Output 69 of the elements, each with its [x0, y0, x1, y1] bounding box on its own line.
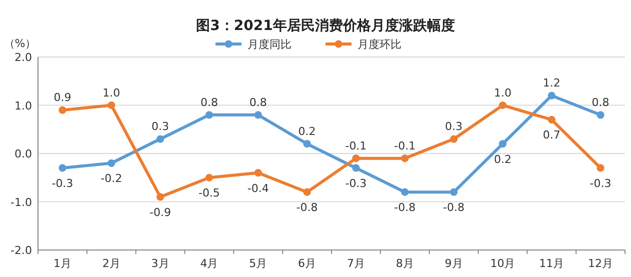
point: [205, 111, 214, 119]
data-label: -0.2: [100, 172, 122, 186]
x-tick-label: 7月: [346, 257, 365, 270]
x-tick-label: 11月: [539, 257, 564, 270]
data-label: 0.2: [494, 152, 512, 166]
point: [156, 193, 164, 201]
point: [303, 188, 311, 196]
data-label: -0.3: [590, 176, 612, 190]
point: [596, 164, 604, 172]
x-tick-label: 3月: [151, 257, 170, 270]
data-label: -0.4: [247, 182, 269, 195]
x-tick-label: 12月: [588, 257, 614, 270]
data-label: -0.1: [345, 139, 367, 152]
chart-title: 图3：2021年居民消费价格月度涨跌幅度: [196, 17, 455, 34]
data-label: 0.2: [298, 124, 316, 138]
point: [254, 111, 262, 119]
point: [401, 188, 409, 196]
point: [352, 154, 360, 162]
x-tick-label: 5月: [249, 257, 268, 270]
data-label: -0.9: [150, 206, 172, 219]
data-label: 1.0: [494, 86, 512, 100]
legend-label: 月度环比: [358, 38, 402, 51]
data-label: -0.3: [52, 176, 74, 190]
data-label: -0.3: [345, 176, 367, 190]
y-tick-label: -1.0: [10, 196, 32, 209]
point: [548, 116, 556, 124]
data-label: 0.9: [54, 91, 72, 104]
data-label: -0.8: [296, 201, 318, 214]
data-label: 0.3: [445, 120, 463, 134]
point: [401, 154, 409, 162]
data-label: 0.3: [152, 120, 170, 134]
point: [352, 164, 360, 172]
point: [498, 101, 507, 110]
data-label: 0.7: [542, 128, 560, 142]
x-tick-label: 6月: [298, 257, 316, 270]
data-label: 1.2: [542, 76, 560, 90]
y-tick-label: 0.0: [14, 148, 32, 160]
x-tick-label: 4月: [200, 257, 218, 270]
point: [498, 140, 507, 148]
x-tick-label: 9月: [444, 257, 463, 270]
x-tick-label: 10月: [490, 257, 516, 270]
data-label: 1.0: [102, 86, 120, 100]
point: [548, 92, 556, 100]
y-tick-label: -2.0: [10, 244, 32, 257]
y-tick-label: 1.0: [14, 99, 32, 112]
data-label: -0.1: [394, 139, 416, 152]
x-tick-label: 2月: [102, 257, 120, 270]
data-label: -0.5: [198, 186, 220, 200]
point: [58, 164, 66, 172]
data-label: 0.8: [249, 96, 267, 109]
point: [108, 159, 116, 167]
point: [303, 140, 311, 148]
point: [205, 174, 214, 182]
legend-label: 月度同比: [248, 38, 292, 51]
data-label: -0.8: [443, 201, 465, 214]
point: [450, 135, 458, 143]
data-label: 0.8: [200, 96, 218, 109]
point: [108, 101, 116, 110]
point: [156, 135, 164, 143]
data-label: -0.8: [394, 201, 416, 214]
data-label: 0.8: [592, 96, 610, 109]
point: [58, 106, 66, 114]
x-tick-label: 8月: [396, 257, 414, 270]
x-tick-label: 1月: [53, 257, 72, 270]
point: [596, 111, 604, 119]
y-tick-label: 2.0: [14, 51, 32, 64]
point: [450, 188, 458, 196]
point: [254, 169, 262, 177]
y-axis-title: （%）: [4, 37, 36, 50]
